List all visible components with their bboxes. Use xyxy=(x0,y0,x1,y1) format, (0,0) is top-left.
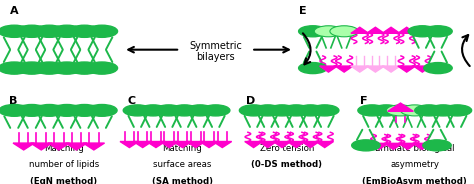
Circle shape xyxy=(239,105,268,116)
Text: Matching: Matching xyxy=(163,144,202,153)
Polygon shape xyxy=(273,141,291,148)
Polygon shape xyxy=(301,141,319,148)
Polygon shape xyxy=(120,141,139,148)
Polygon shape xyxy=(213,141,232,148)
Polygon shape xyxy=(366,27,384,33)
Circle shape xyxy=(299,26,327,37)
Polygon shape xyxy=(335,66,353,72)
Circle shape xyxy=(52,105,82,116)
Circle shape xyxy=(424,26,452,37)
Circle shape xyxy=(16,62,47,74)
Text: surface areas: surface areas xyxy=(153,160,212,169)
Circle shape xyxy=(0,25,30,37)
Text: C: C xyxy=(128,96,136,106)
Polygon shape xyxy=(366,66,384,72)
Circle shape xyxy=(443,105,472,116)
Circle shape xyxy=(372,105,401,116)
Circle shape xyxy=(34,105,64,116)
Text: Matching: Matching xyxy=(44,144,84,153)
Text: A: A xyxy=(9,6,18,15)
Circle shape xyxy=(69,62,100,74)
Polygon shape xyxy=(388,103,413,111)
Polygon shape xyxy=(319,66,337,72)
Circle shape xyxy=(69,105,100,116)
Text: (EqN method): (EqN method) xyxy=(30,177,98,184)
Text: D: D xyxy=(246,96,256,106)
Polygon shape xyxy=(398,66,416,72)
Text: Emulate biological: Emulate biological xyxy=(375,144,455,153)
Circle shape xyxy=(310,105,339,116)
Polygon shape xyxy=(316,141,334,148)
Circle shape xyxy=(186,105,214,116)
Circle shape xyxy=(69,25,100,37)
Polygon shape xyxy=(48,143,69,150)
Polygon shape xyxy=(382,66,400,72)
Circle shape xyxy=(429,105,457,116)
Text: (EmBioAsym method): (EmBioAsym method) xyxy=(363,177,467,184)
Text: Symmetric
bilayers: Symmetric bilayers xyxy=(189,41,242,62)
Circle shape xyxy=(170,105,199,116)
Text: F: F xyxy=(360,96,368,106)
Polygon shape xyxy=(413,66,431,72)
Circle shape xyxy=(268,105,296,116)
Polygon shape xyxy=(351,27,369,33)
Polygon shape xyxy=(398,27,416,33)
Text: (SA method): (SA method) xyxy=(152,177,213,184)
Polygon shape xyxy=(186,141,205,148)
Circle shape xyxy=(408,26,437,37)
Polygon shape xyxy=(351,66,369,72)
Circle shape xyxy=(415,105,443,116)
Polygon shape xyxy=(160,141,179,148)
Circle shape xyxy=(87,105,117,116)
Circle shape xyxy=(139,105,167,116)
Circle shape xyxy=(401,105,429,116)
Circle shape xyxy=(51,62,82,74)
Circle shape xyxy=(0,105,29,116)
Polygon shape xyxy=(384,143,402,149)
Circle shape xyxy=(358,105,386,116)
Polygon shape xyxy=(413,143,431,149)
Circle shape xyxy=(155,105,183,116)
Circle shape xyxy=(34,62,65,74)
Polygon shape xyxy=(399,143,417,149)
Polygon shape xyxy=(259,141,277,148)
Polygon shape xyxy=(382,27,400,33)
Circle shape xyxy=(282,105,310,116)
Circle shape xyxy=(51,25,82,37)
Polygon shape xyxy=(146,141,165,148)
Circle shape xyxy=(330,26,358,37)
Polygon shape xyxy=(65,143,87,150)
Circle shape xyxy=(296,105,325,116)
Circle shape xyxy=(0,62,30,74)
Circle shape xyxy=(314,26,343,37)
Text: number of lipids: number of lipids xyxy=(29,160,99,169)
Circle shape xyxy=(254,105,282,116)
Polygon shape xyxy=(13,143,34,150)
Polygon shape xyxy=(245,141,263,148)
Text: (0-DS method): (0-DS method) xyxy=(251,160,322,169)
Polygon shape xyxy=(83,143,104,150)
Text: E: E xyxy=(299,6,306,15)
Polygon shape xyxy=(30,143,52,150)
Circle shape xyxy=(16,25,47,37)
Text: asymmetry: asymmetry xyxy=(390,160,439,169)
Circle shape xyxy=(17,105,47,116)
Circle shape xyxy=(86,25,118,37)
Circle shape xyxy=(299,63,327,74)
Polygon shape xyxy=(370,143,388,149)
Circle shape xyxy=(424,63,452,74)
Circle shape xyxy=(423,140,451,151)
Circle shape xyxy=(201,105,230,116)
Polygon shape xyxy=(287,141,305,148)
Polygon shape xyxy=(173,141,192,148)
Polygon shape xyxy=(200,141,219,148)
Text: Zero tension: Zero tension xyxy=(260,144,314,153)
Circle shape xyxy=(386,105,415,116)
Circle shape xyxy=(34,25,65,37)
Polygon shape xyxy=(133,141,152,148)
Text: B: B xyxy=(9,96,18,106)
Circle shape xyxy=(352,140,380,151)
Circle shape xyxy=(123,105,152,116)
Circle shape xyxy=(86,62,118,74)
